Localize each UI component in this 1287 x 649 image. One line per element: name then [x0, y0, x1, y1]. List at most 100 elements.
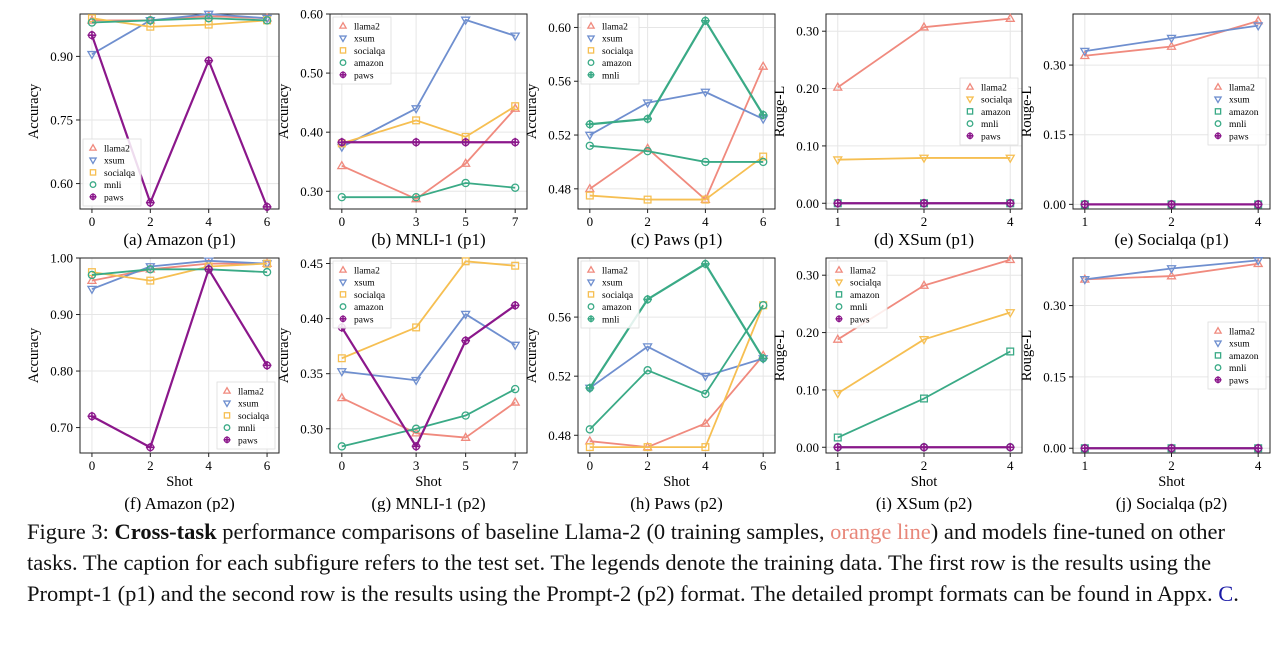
chart-10-xlabel: Shot [1158, 474, 1185, 490]
chart-9-legend-marker-amazon [835, 291, 843, 298]
chart-3-legend-label-llama2: llama2 [602, 23, 628, 33]
chart-2-series-amazon [337, 178, 520, 202]
chart-8-legend-marker-llama2 [586, 265, 596, 273]
chart-1-line-mnli [91, 17, 268, 24]
chart-7-point-llama2-3 [510, 396, 521, 406]
chart-8-xtick-label-1: 2 [644, 458, 651, 473]
chart-3-legend-label-xsum: xsum [602, 35, 623, 45]
chart-7-series-socialqa [337, 257, 520, 363]
chart-9-subtitle: (i) XSum (p2) [876, 494, 972, 512]
chart-1-legend-marker-llama2 [88, 143, 98, 151]
chart-9-legend-marker-mnli [835, 303, 843, 311]
chart-3-point-xsum-1 [642, 99, 653, 109]
chart-10-point-xsum-1 [1166, 265, 1177, 274]
chart-6: 0 2 4 6 0.70 0.80 0.90 1.00 Accuracy Shot (f) Amaz… [26, 251, 280, 512]
chart-8-point-amazon-1 [643, 366, 652, 375]
chart-1-line-xsum [91, 13, 268, 56]
chart-2-line-socialqa [341, 105, 516, 145]
chart-3-ytick-label-0: 0.48 [548, 181, 571, 196]
chart-9-point-llama2-2 [1005, 254, 1016, 264]
chart-4-legend-label-amazon: amazon [981, 108, 1011, 118]
chart-1-subtitle: (a) Amazon (p1) [123, 230, 235, 249]
chart-5-ytick-label-2: 0.30 [1043, 58, 1066, 73]
chart-1-legend-label-socialqa: socialqa [104, 169, 136, 179]
chart-5-legend-label-amazon: amazon [1229, 108, 1259, 118]
chart-1-legend-marker-paws [89, 193, 97, 201]
chart-6-ytick-label-3: 1.00 [50, 251, 73, 266]
chart-6-point-paws-2 [204, 264, 214, 274]
chart-3-point-socialqa-3 [759, 152, 768, 161]
chart-6-legend-label-llama2: llama2 [238, 388, 264, 398]
chart-3-legend: llama2 xsum socialqa amazon mnli [580, 16, 640, 85]
chart-8-point-xsum-2 [700, 372, 711, 382]
chart-6-point-xsum-1 [145, 263, 156, 272]
chart-9-ylabel: Rouge-L [772, 330, 788, 382]
chart-9-legend: llama2 socialqa amazon mnli paws [828, 260, 888, 329]
chart-8-point-xsum-1 [642, 343, 653, 353]
chart-7-series-xsum [336, 310, 521, 386]
chart-4-series-paws [833, 198, 1015, 208]
chart-3-legend-label-mnli: mnli [602, 71, 620, 81]
chart-5-legend-marker-mnli [1214, 120, 1222, 128]
chart-1-point-xsum-0 [86, 50, 98, 60]
chart-6-line-socialqa [91, 262, 268, 282]
chart-10-legend-marker-paws [1214, 376, 1222, 384]
caption-text-2: ) and models fine-tuned on other tasks. … [27, 519, 1226, 606]
chart-6-legend-marker-llama2 [222, 386, 232, 394]
chart-2-line-amazon [341, 182, 516, 199]
chart-10-subtitle: (j) Socialqa (p2) [1116, 494, 1227, 512]
chart-9-point-socialqa-2 [1005, 309, 1016, 318]
chart-6-xtick-label-3: 6 [264, 458, 271, 473]
chart-6-point-paws-1 [145, 442, 155, 452]
chart-2-xtick-label-2: 5 [462, 214, 469, 229]
chart-2-point-llama2-1 [411, 193, 422, 203]
chart-7-legend-label-llama2: llama2 [354, 267, 380, 277]
chart-9-line-amazon [837, 350, 1011, 439]
chart-5-legend-label-paws: paws [1229, 132, 1249, 142]
chart-4-line-llama2 [837, 17, 1011, 89]
chart-2-legend-marker-llama2 [338, 21, 348, 29]
chart-3-point-mnli-2 [700, 16, 710, 26]
chart-10-legend: llama2 xsum amazon mnli paws [1207, 321, 1267, 390]
caption-appendix-link[interactable]: C [1218, 581, 1234, 606]
chart-10-legend-label-paws: paws [1229, 376, 1249, 386]
chart-1-ytick-label-1: 0.75 [50, 112, 73, 127]
chart-1-legend-label-xsum: xsum [104, 157, 125, 167]
chart-3-point-amazon-1 [643, 146, 652, 156]
chart-4-ytick-label-1: 0.10 [796, 138, 819, 153]
chart-4-legend-marker-paws [966, 132, 974, 140]
chart-8-legend-label-xsum: xsum [602, 279, 623, 289]
chart-3-line-mnli [589, 19, 765, 126]
chart-7-point-llama2-0 [336, 392, 347, 402]
chart-9-xtick-label-0: 1 [835, 458, 842, 473]
chart-1-series-paws [87, 30, 272, 212]
chart-10-legend-marker-mnli [1214, 364, 1222, 372]
chart-6-legend-label-paws: paws [238, 436, 258, 446]
chart-6-legend: llama2 xsum socialqa mnli paws [216, 381, 276, 450]
chart-2-legend-label-xsum: xsum [354, 35, 375, 45]
chart-7-ytick-label-0: 0.30 [300, 421, 323, 436]
chart-4-subtitle: (d) XSum (p1) [874, 230, 974, 249]
chart-2-series-paws [337, 137, 520, 147]
chart-3-series-mnli [585, 16, 768, 129]
chart-6-legend-marker-xsum [222, 400, 232, 408]
chart-4-xtick-label-2: 4 [1007, 214, 1014, 229]
chart-7-point-amazon-1 [411, 424, 421, 433]
chart-9-xtick-label-2: 4 [1007, 458, 1014, 473]
chart-3-series-socialqa [585, 152, 768, 204]
chart-6-point-mnli-3 [262, 267, 272, 277]
chart-7-point-paws-3 [510, 300, 520, 310]
chart-5-legend-label-llama2: llama2 [1229, 84, 1255, 94]
chart-7-line-xsum [341, 313, 516, 382]
chart-6-point-mnli-1 [146, 265, 155, 274]
chart-3-point-amazon-0 [585, 141, 595, 151]
chart-2-legend-label-socialqa: socialqa [354, 47, 386, 57]
chart-2-point-amazon-1 [411, 192, 421, 202]
chart-4-ytick-label-3: 0.30 [796, 24, 819, 39]
chart-6-frame [79, 257, 280, 454]
chart-6-xlabel: Shot [166, 474, 193, 490]
chart-6-line-xsum [91, 259, 268, 290]
chart-10-xtick-label-1: 2 [1168, 458, 1175, 473]
chart-6-point-mnli-0 [87, 270, 97, 280]
chart-10-point-paws-1 [1167, 443, 1176, 453]
